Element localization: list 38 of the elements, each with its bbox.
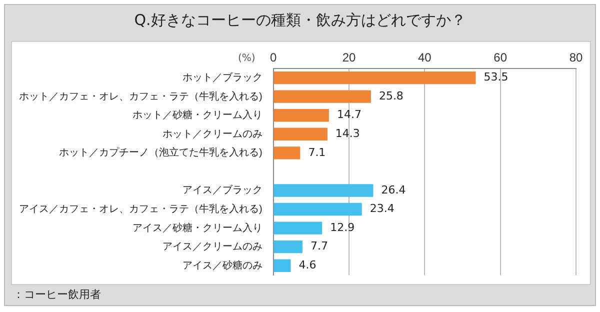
x-tick-label: 60 — [494, 50, 508, 65]
data-label: 14.3 — [335, 126, 360, 140]
y-tick-label: アイス／ブラック — [182, 184, 262, 196]
y-tick-label: アイス／砂糖のみ — [182, 259, 262, 272]
y-tick-label: アイス／カフェ・オレ、カフェ・ラテ（牛乳を入れる) — [18, 203, 262, 216]
bar — [274, 109, 329, 122]
data-label: 7.1 — [308, 146, 326, 159]
x-tick-label: 0 — [270, 50, 277, 65]
data-label: 14.7 — [336, 108, 362, 122]
bar — [274, 202, 362, 216]
data-label: 4.6 — [298, 258, 316, 272]
x-axis-title: (%) — [238, 52, 256, 64]
text: ：コーヒー飲用者 — [13, 287, 101, 302]
bar — [274, 240, 302, 254]
data-label: 12.9 — [330, 220, 355, 234]
x-tick-label: 40 — [418, 50, 432, 65]
bar — [274, 184, 374, 197]
x-tick-label: 20 — [342, 50, 356, 65]
bar — [274, 146, 300, 160]
chart-title: Q.好きなコーヒーの種類・飲み方はどれですか？ — [133, 11, 467, 30]
y-tick-label: ホット／砂糖・クリーム入り — [132, 109, 262, 122]
y-tick-label: ホット／カフェ・オレ、カフェ・ラテ（牛乳を入れる) — [18, 90, 262, 102]
y-tick-label: アイス／砂糖・クリーム入り — [132, 222, 262, 234]
x-tick-label: 80 — [569, 50, 583, 65]
bar — [274, 259, 291, 272]
data-label: 53.5 — [484, 70, 508, 84]
bar — [274, 222, 322, 234]
data-label: 25.8 — [378, 89, 404, 102]
bar — [274, 128, 328, 140]
data-label: 7.7 — [310, 240, 328, 253]
bar — [274, 71, 476, 84]
y-tick-label: ホット／クリームのみ — [162, 128, 262, 140]
data-label: 26.4 — [381, 183, 406, 196]
data-label: 23.4 — [370, 202, 394, 216]
bar — [274, 90, 371, 103]
y-tick-label: ホット／ブラック — [182, 72, 262, 84]
y-tick-label: ホット／カプチーノ（泡立てた牛乳を入れる) — [58, 146, 262, 159]
y-tick-label: アイス／クリームのみ — [162, 242, 262, 253]
